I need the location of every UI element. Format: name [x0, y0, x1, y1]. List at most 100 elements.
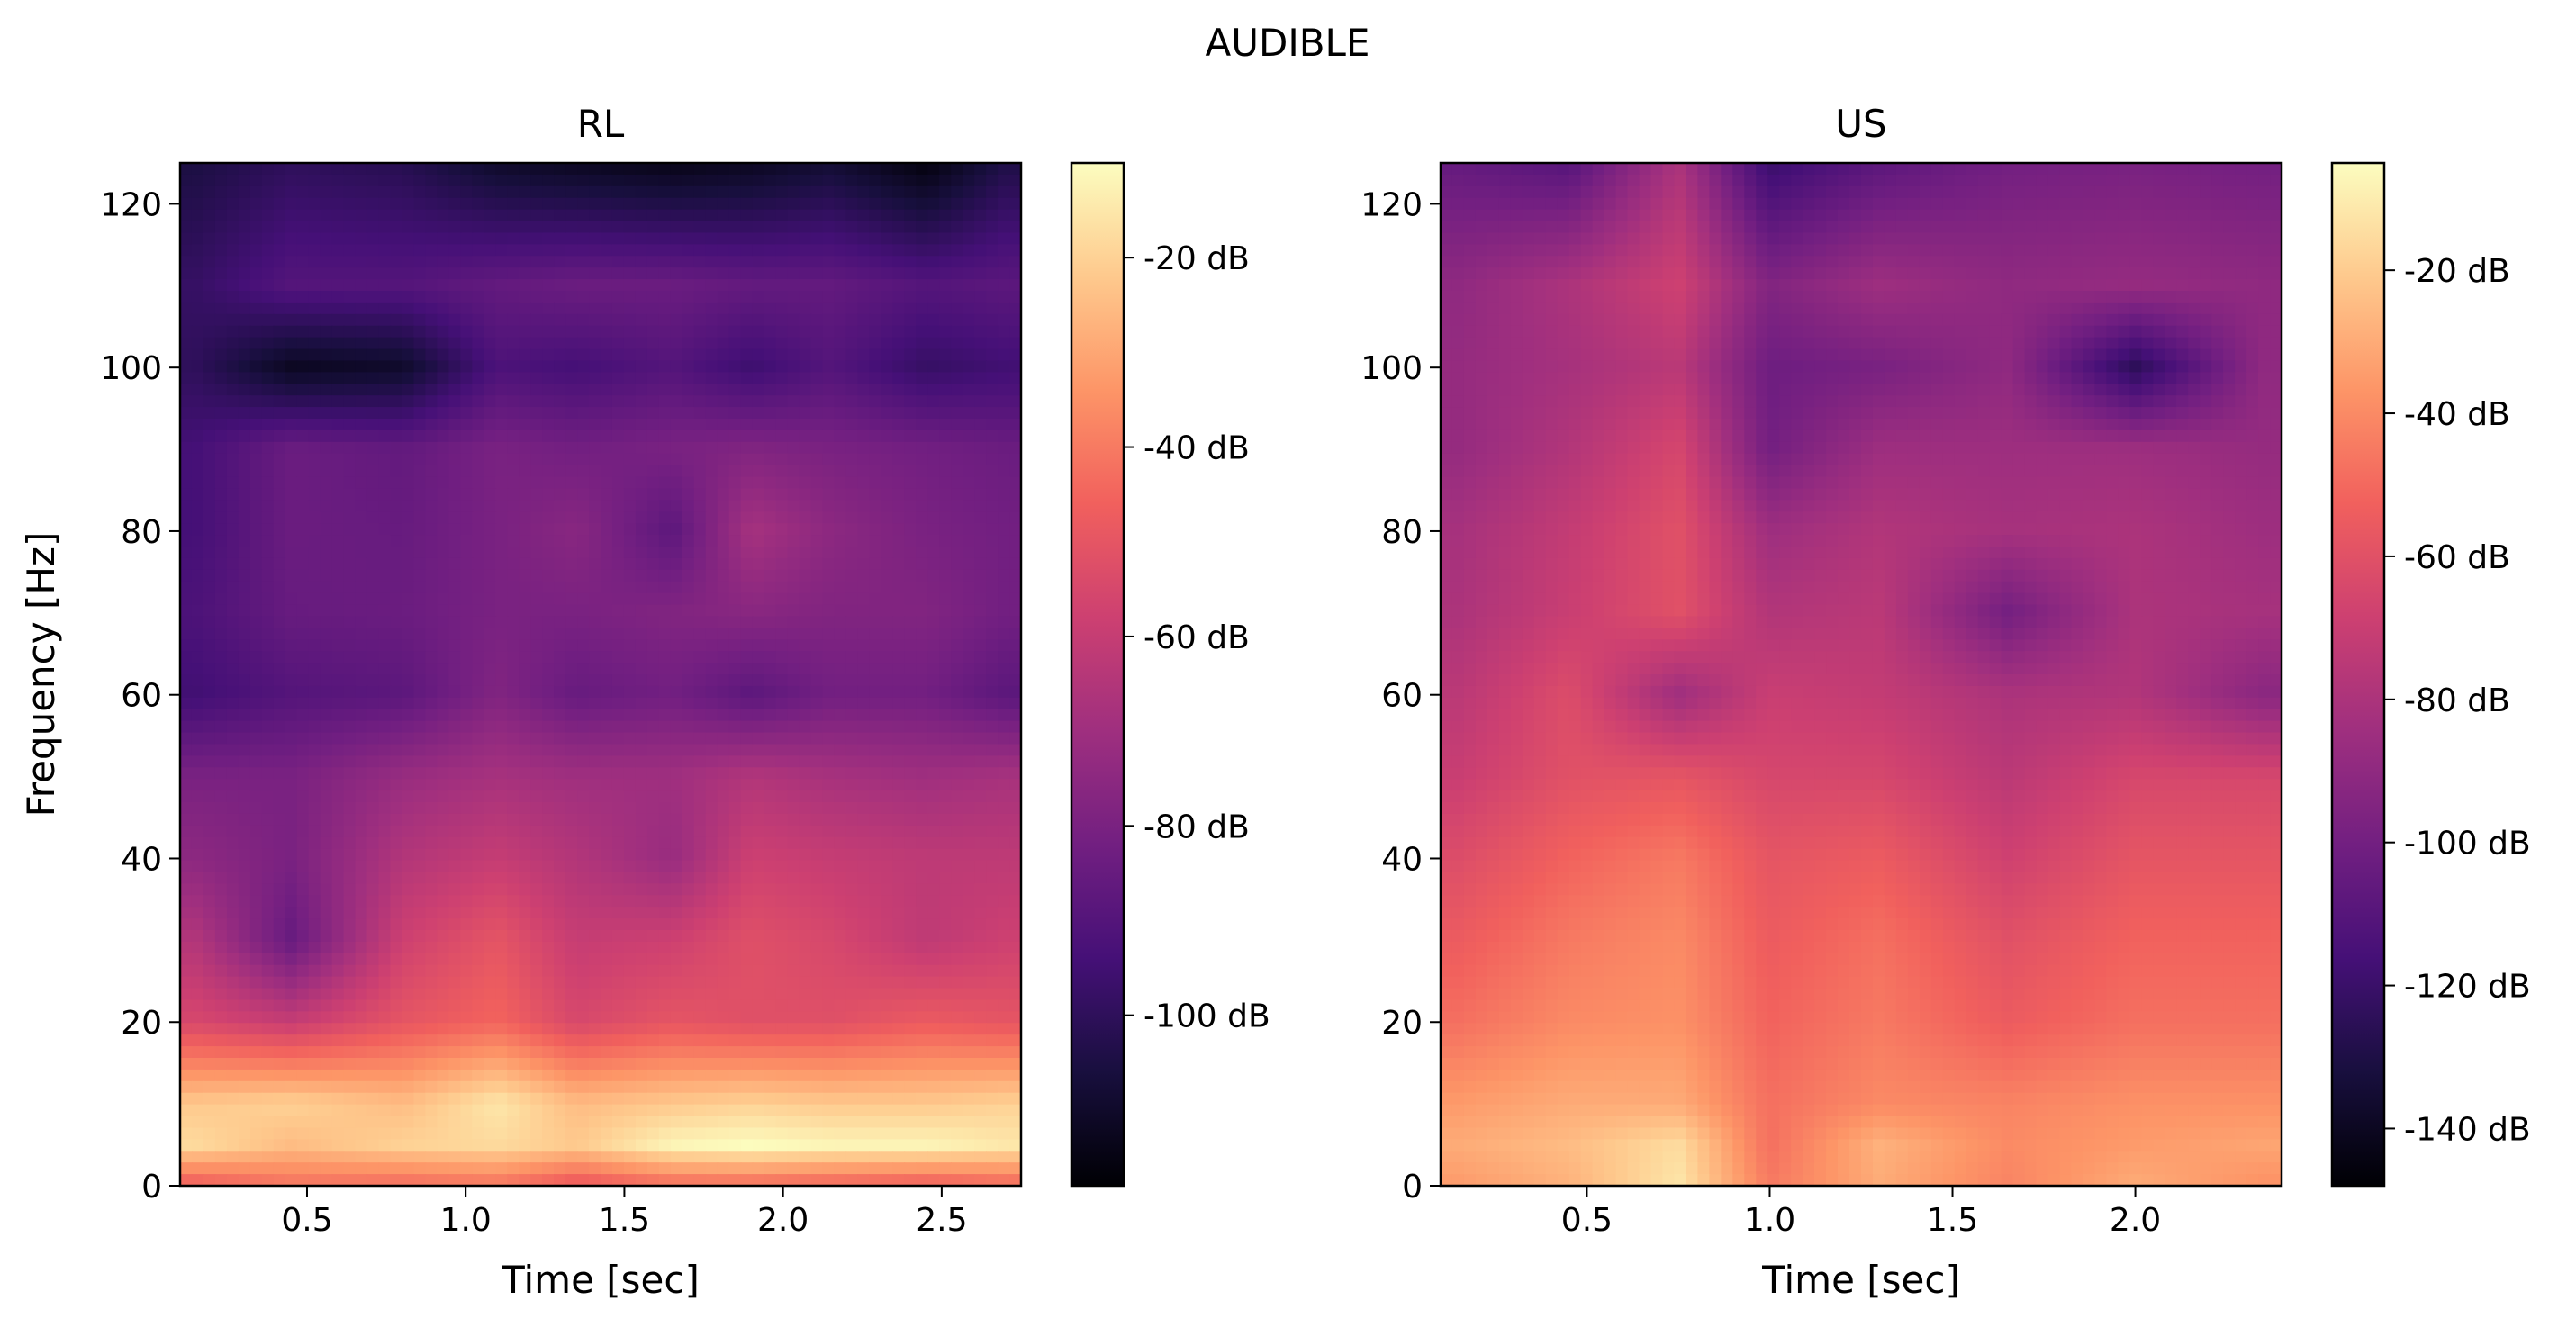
heatmap-cell	[834, 210, 846, 222]
heatmap-cell	[356, 395, 368, 408]
heatmap-cell	[542, 395, 555, 408]
heatmap-cell	[647, 198, 660, 211]
heatmap-cell	[460, 523, 473, 536]
heatmap-cell	[391, 918, 403, 931]
heatmap-cell	[448, 663, 461, 675]
heatmap-cell	[1009, 244, 1022, 257]
heatmap-cell	[297, 814, 310, 827]
heatmap-cell	[904, 733, 917, 745]
heatmap-cell	[694, 535, 707, 547]
heatmap-cell	[776, 651, 789, 664]
heatmap-cell	[239, 861, 251, 873]
heatmap-cell	[764, 372, 777, 384]
heatmap-cell	[612, 802, 625, 815]
heatmap-cell	[857, 674, 870, 687]
heatmap-cell	[391, 488, 403, 501]
heatmap-cell	[892, 930, 905, 943]
heatmap-cell	[706, 709, 719, 722]
heatmap-cell	[297, 582, 310, 594]
heatmap-cell	[694, 639, 707, 652]
heatmap-cell	[262, 384, 275, 396]
heatmap-cell	[425, 558, 438, 571]
heatmap-cell	[402, 291, 414, 303]
heatmap-cell	[986, 779, 999, 791]
heatmap-cell	[682, 395, 695, 408]
heatmap-cell	[951, 861, 963, 873]
heatmap-cell	[753, 790, 765, 803]
heatmap-cell	[916, 907, 928, 919]
heatmap-cell	[554, 442, 566, 455]
heatmap-cell	[484, 535, 496, 547]
heatmap-cell	[659, 651, 672, 664]
heatmap-cell	[425, 942, 438, 954]
heatmap-cell	[800, 895, 812, 908]
heatmap-cell	[659, 279, 672, 292]
heatmap-cell	[402, 907, 414, 919]
heatmap-cell	[332, 930, 345, 943]
heatmap-cell	[834, 419, 846, 431]
heatmap-cell	[448, 232, 461, 245]
heatmap-cell	[682, 558, 695, 571]
heatmap-cell	[391, 779, 403, 791]
heatmap-cell	[309, 674, 321, 687]
heatmap-cell	[800, 326, 812, 339]
heatmap-cell	[192, 744, 204, 756]
heatmap-cell	[682, 755, 695, 768]
heatmap-cell	[682, 593, 695, 606]
heatmap-cell	[729, 861, 742, 873]
heatmap-cell	[927, 744, 940, 756]
heatmap-cell	[227, 802, 240, 815]
heatmap-cell	[437, 755, 449, 768]
heatmap-cell	[577, 849, 590, 862]
heatmap-cell	[671, 918, 683, 931]
heatmap-cell	[250, 872, 263, 884]
heatmap-cell	[565, 372, 578, 384]
heatmap-cell	[741, 500, 754, 512]
heatmap-cell	[180, 767, 193, 780]
heatmap-cell	[215, 907, 228, 919]
heatmap-cell	[682, 767, 695, 780]
heatmap-cell	[332, 698, 345, 710]
heatmap-cell	[542, 175, 555, 187]
heatmap-cell	[589, 837, 601, 850]
heatmap-cell	[1009, 349, 1022, 362]
heatmap-cell	[682, 360, 695, 373]
heatmap-cell	[776, 349, 789, 362]
heatmap-cell	[344, 477, 357, 490]
heatmap-cell	[332, 605, 345, 618]
heatmap-cell	[262, 547, 275, 559]
heatmap-cell	[460, 186, 473, 199]
heatmap-cell	[729, 953, 742, 966]
heatmap-cell	[413, 558, 426, 571]
heatmap-cell	[753, 326, 765, 339]
heatmap-cell	[881, 814, 893, 827]
heatmap-cell	[460, 256, 473, 268]
heatmap-cell	[869, 861, 881, 873]
heatmap-cell	[601, 500, 613, 512]
heatmap-cell	[413, 709, 426, 722]
heatmap-cell	[718, 709, 730, 722]
heatmap-cell	[402, 779, 414, 791]
heatmap-cell	[986, 883, 999, 896]
heatmap-cell	[437, 360, 449, 373]
heatmap-cell	[986, 872, 999, 884]
heatmap-cell	[321, 755, 333, 768]
heatmap-cell	[624, 826, 637, 838]
heatmap-cell	[764, 616, 777, 628]
heatmap-cell	[904, 674, 917, 687]
heatmap-cell	[764, 349, 777, 362]
heatmap-cell	[332, 488, 345, 501]
heatmap-cell	[601, 244, 613, 257]
heatmap-cell	[484, 755, 496, 768]
heatmap-cell	[367, 291, 380, 303]
heatmap-cell	[554, 628, 566, 640]
heatmap-cell	[811, 721, 824, 734]
heatmap-cell	[659, 755, 672, 768]
heatmap-cell	[857, 547, 870, 559]
heatmap-cell	[659, 895, 672, 908]
heatmap-cell	[1009, 861, 1022, 873]
heatmap-cell	[671, 755, 683, 768]
heatmap-cell	[215, 582, 228, 594]
heatmap-cell	[589, 256, 601, 268]
heatmap-cell	[391, 256, 403, 268]
